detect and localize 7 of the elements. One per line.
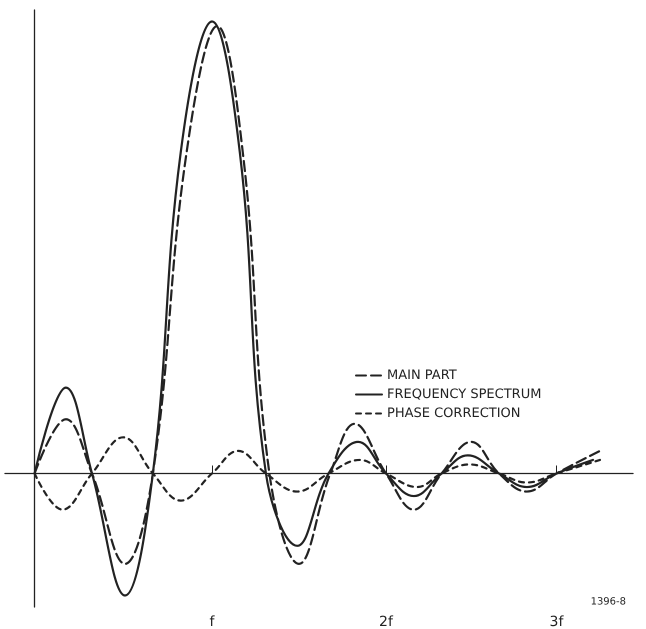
legend-label: MAIN PART xyxy=(387,368,457,383)
x-tick-label: 2f xyxy=(379,614,394,629)
legend-label: FREQUENCY SPECTRUM xyxy=(387,387,542,402)
legend-label: PHASE CORRECTION xyxy=(387,406,521,421)
text: 1396-8 xyxy=(590,596,626,608)
x-tick-label: 3f xyxy=(550,614,564,629)
x-tick-label: f xyxy=(210,614,216,629)
